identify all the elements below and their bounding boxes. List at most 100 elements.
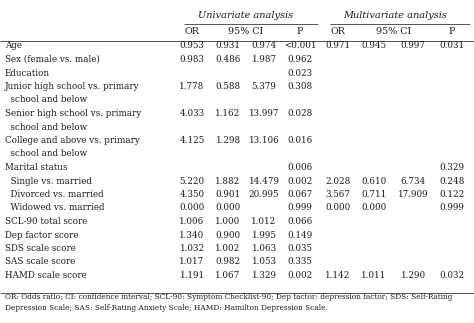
Text: 0.002: 0.002: [287, 271, 313, 280]
Text: 13.106: 13.106: [249, 136, 279, 145]
Text: 0.028: 0.028: [287, 109, 313, 118]
Text: 1.995: 1.995: [252, 231, 276, 239]
Text: 0.035: 0.035: [288, 244, 312, 253]
Text: 0.901: 0.901: [216, 190, 241, 199]
Text: school and below: school and below: [5, 150, 87, 159]
Text: 0.610: 0.610: [361, 176, 387, 185]
Text: Senior high school vs. primary: Senior high school vs. primary: [5, 109, 141, 118]
Text: 0.486: 0.486: [215, 55, 241, 64]
Text: SDS scale score: SDS scale score: [5, 244, 76, 253]
Text: 0.974: 0.974: [251, 41, 277, 50]
Text: 1.778: 1.778: [179, 82, 205, 91]
Text: 0.067: 0.067: [287, 190, 313, 199]
Text: 1.987: 1.987: [251, 55, 276, 64]
Text: 1.340: 1.340: [179, 231, 205, 239]
Text: 0.032: 0.032: [439, 271, 465, 280]
Text: Univariate analysis: Univariate analysis: [199, 11, 293, 19]
Text: 1.882: 1.882: [215, 176, 241, 185]
Text: Depression Scale; SAS: Self-Rating Anxiety Scale; HAMD: Hamilton Depression Scal: Depression Scale; SAS: Self-Rating Anxie…: [5, 304, 328, 312]
Text: 6.734: 6.734: [401, 176, 426, 185]
Text: OR: OR: [184, 27, 200, 36]
Text: SAS scale score: SAS scale score: [5, 257, 75, 266]
Text: HAMD scale score: HAMD scale score: [5, 271, 87, 280]
Text: 14.479: 14.479: [248, 176, 280, 185]
Text: 0.031: 0.031: [439, 41, 465, 50]
Text: <0.001: <0.001: [284, 41, 316, 50]
Text: 1.006: 1.006: [179, 217, 205, 226]
Text: 0.000: 0.000: [361, 203, 387, 213]
Text: 0.016: 0.016: [287, 136, 313, 145]
Text: 5.379: 5.379: [252, 82, 276, 91]
Text: 0.999: 0.999: [288, 203, 312, 213]
Text: P: P: [449, 27, 455, 36]
Text: 0.002: 0.002: [287, 176, 313, 185]
Text: Single vs. married: Single vs. married: [5, 176, 92, 185]
Text: 5.220: 5.220: [180, 176, 205, 185]
Text: 13.997: 13.997: [249, 109, 279, 118]
Text: 0.962: 0.962: [287, 55, 312, 64]
Text: 0.248: 0.248: [439, 176, 465, 185]
Text: 20.995: 20.995: [249, 190, 279, 199]
Text: 0.000: 0.000: [215, 203, 241, 213]
Text: 0.997: 0.997: [401, 41, 426, 50]
Text: 1.162: 1.162: [215, 109, 241, 118]
Text: 1.329: 1.329: [252, 271, 276, 280]
Text: 0.931: 0.931: [216, 41, 240, 50]
Text: 0.000: 0.000: [325, 203, 351, 213]
Text: OR: Odds ratio; CI: confidence interval; SCL-90: Symptom Checklist-90; Dep facto: OR: Odds ratio; CI: confidence interval;…: [5, 293, 452, 301]
Text: 1.142: 1.142: [325, 271, 351, 280]
Text: 0.335: 0.335: [288, 257, 312, 266]
Text: 95% CI: 95% CI: [228, 27, 264, 36]
Text: 0.945: 0.945: [362, 41, 387, 50]
Text: College and above vs. primary: College and above vs. primary: [5, 136, 140, 145]
Text: 0.982: 0.982: [216, 257, 241, 266]
Text: OR: OR: [330, 27, 346, 36]
Text: 0.588: 0.588: [216, 82, 241, 91]
Text: 1.011: 1.011: [361, 271, 387, 280]
Text: 4.033: 4.033: [180, 109, 205, 118]
Text: Divorced vs. married: Divorced vs. married: [5, 190, 104, 199]
Text: 0.711: 0.711: [361, 190, 387, 199]
Text: 0.149: 0.149: [287, 231, 313, 239]
Text: 0.999: 0.999: [439, 203, 465, 213]
Text: 0.023: 0.023: [287, 68, 312, 78]
Text: Multivariate analysis: Multivariate analysis: [343, 11, 447, 19]
Text: 0.329: 0.329: [439, 163, 465, 172]
Text: 0.900: 0.900: [216, 231, 241, 239]
Text: 17.909: 17.909: [398, 190, 428, 199]
Text: Sex (female vs. male): Sex (female vs. male): [5, 55, 100, 64]
Text: Marital status: Marital status: [5, 163, 67, 172]
Text: 0.983: 0.983: [180, 55, 204, 64]
Text: 4.125: 4.125: [179, 136, 205, 145]
Text: 1.017: 1.017: [179, 257, 205, 266]
Text: 1.000: 1.000: [215, 217, 241, 226]
Text: 0.066: 0.066: [287, 217, 313, 226]
Text: SCL-90 total score: SCL-90 total score: [5, 217, 87, 226]
Text: 1.053: 1.053: [252, 257, 276, 266]
Text: 0.006: 0.006: [287, 163, 313, 172]
Text: Education: Education: [5, 68, 50, 78]
Text: 1.063: 1.063: [251, 244, 276, 253]
Text: 3.567: 3.567: [326, 190, 350, 199]
Text: 1.067: 1.067: [215, 271, 241, 280]
Text: 1.191: 1.191: [180, 271, 205, 280]
Text: 0.971: 0.971: [326, 41, 351, 50]
Text: school and below: school and below: [5, 122, 87, 131]
Text: 2.028: 2.028: [325, 176, 351, 185]
Text: Junior high school vs. primary: Junior high school vs. primary: [5, 82, 140, 91]
Text: 1.032: 1.032: [180, 244, 205, 253]
Text: 0.953: 0.953: [180, 41, 204, 50]
Text: 1.012: 1.012: [251, 217, 277, 226]
Text: P: P: [297, 27, 303, 36]
Text: 4.350: 4.350: [180, 190, 205, 199]
Text: school and below: school and below: [5, 96, 87, 105]
Text: 0.000: 0.000: [179, 203, 205, 213]
Text: 95% CI: 95% CI: [376, 27, 411, 36]
Text: 0.308: 0.308: [287, 82, 312, 91]
Text: Age: Age: [5, 41, 22, 50]
Text: Dep factor score: Dep factor score: [5, 231, 79, 239]
Text: 0.122: 0.122: [439, 190, 465, 199]
Text: 1.290: 1.290: [401, 271, 426, 280]
Text: 1.002: 1.002: [215, 244, 241, 253]
Text: Widowed vs. married: Widowed vs. married: [5, 203, 104, 213]
